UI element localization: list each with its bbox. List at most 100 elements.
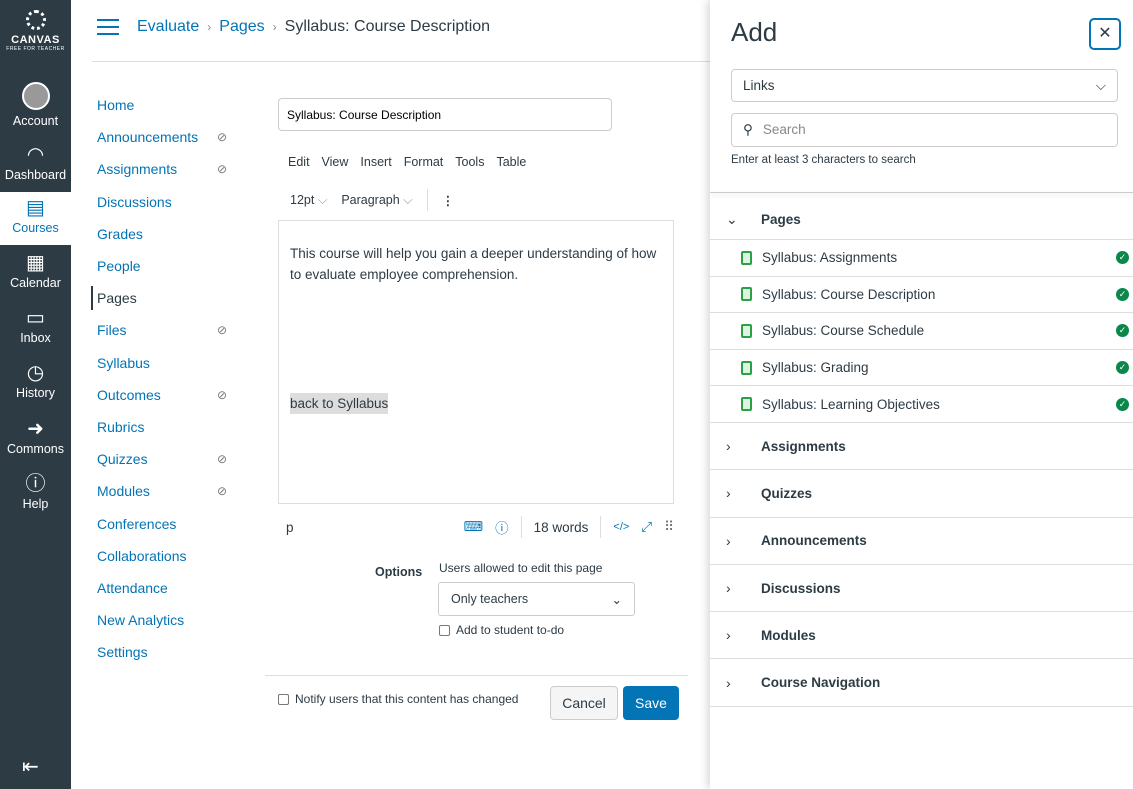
divider <box>426 189 428 211</box>
page-link-item[interactable]: Syllabus: Assignments ✓ <box>710 240 1133 277</box>
save-button[interactable]: Save <box>623 686 679 720</box>
edit-permission-value: Only teachers <box>451 592 529 606</box>
nav-label: Courses <box>12 221 59 235</box>
page-link-item[interactable]: Syllabus: Course Description ✓ <box>710 277 1133 314</box>
menu-insert[interactable]: Insert <box>360 155 392 169</box>
section-announcements[interactable]: › Announcements <box>710 518 1133 565</box>
global-nav-inbox[interactable]: ▭ Inbox <box>0 307 71 345</box>
course-nav-label: Files <box>97 322 127 339</box>
course-nav-home[interactable]: Home <box>97 89 237 121</box>
font-size-dropdown[interactable]: 12pt ⌵ <box>290 193 327 208</box>
editor-body-text: This course will help you gain a deeper … <box>290 246 657 282</box>
menu-tools[interactable]: Tools <box>455 155 485 169</box>
chevron-right-icon: › <box>726 485 731 502</box>
course-navigation: Home Announcements ⊘ Assignments ⊘ Discussion… <box>91 89 237 668</box>
close-tray-button[interactable]: ✕ <box>1089 18 1121 50</box>
course-nav-people[interactable]: People <box>97 250 237 282</box>
chevron-right-icon: › <box>726 580 731 596</box>
document-icon <box>741 397 752 412</box>
more-options-icon[interactable]: ⋮ <box>441 193 455 208</box>
global-nav-history[interactable]: ◷ History <box>0 362 71 400</box>
global-nav-calendar[interactable]: ▦ Calendar <box>0 252 71 290</box>
page-link-item[interactable]: Syllabus: Grading ✓ <box>710 350 1133 387</box>
breadcrumb-course[interactable]: Evaluate <box>137 18 200 35</box>
hamburger-menu-icon[interactable] <box>97 19 119 35</box>
course-nav-syllabus[interactable]: Syllabus <box>97 347 237 379</box>
add-links-tray: Add ✕ Links ⌵ ⚲ Search Enter at least 3 ch… <box>710 0 1133 789</box>
html-editor-toggle[interactable]: </> <box>613 521 630 533</box>
tray-search-input[interactable]: ⚲ Search <box>731 113 1118 147</box>
cancel-button[interactable]: Cancel <box>550 686 618 720</box>
history-icon: ◷ <box>26 362 45 384</box>
course-nav-collaborations[interactable]: Collaborations <box>97 540 237 572</box>
block-format-value: Paragraph <box>341 192 400 207</box>
menu-view[interactable]: View <box>321 155 349 169</box>
accessibility-checker-icon[interactable]: ⓘ <box>495 521 509 536</box>
student-todo-checkbox[interactable]: Add to student to-do <box>439 623 564 637</box>
section-modules[interactable]: › Modules <box>710 612 1133 660</box>
course-nav-discussions[interactable]: Discussions <box>97 186 237 218</box>
nav-label: Calendar <box>10 276 61 290</box>
hidden-eye-icon: ⊘ <box>216 484 227 499</box>
hidden-eye-icon: ⊘ <box>216 452 227 467</box>
keyboard-shortcuts-icon[interactable]: ⌨ <box>463 519 484 534</box>
course-nav-label: Grades <box>97 225 143 242</box>
chevron-down-icon: ⌵ <box>317 192 328 207</box>
global-nav-courses[interactable]: ▤ Courses <box>0 192 71 245</box>
page-link-item[interactable]: Syllabus: Learning Objectives ✓ <box>710 386 1133 423</box>
course-nav-settings[interactable]: Settings <box>97 636 237 668</box>
section-quizzes[interactable]: › Quizzes <box>710 470 1133 518</box>
course-nav-assignments[interactable]: Assignments ⊘ <box>97 153 237 185</box>
section-discussions[interactable]: › Discussions <box>710 565 1133 613</box>
section-label: Pages <box>761 212 801 227</box>
course-nav-rubrics[interactable]: Rubrics <box>97 411 237 443</box>
course-nav-quizzes[interactable]: Quizzes ⊘ <box>97 443 237 475</box>
course-nav-announcements[interactable]: Announcements ⊘ <box>97 121 237 153</box>
nav-label: Commons <box>7 442 64 456</box>
rich-content-editor[interactable]: This course will help you gain a deeper … <box>278 220 674 504</box>
checkbox-label: Notify users that this content has chang… <box>295 692 519 706</box>
search-hint: Enter at least 3 characters to search <box>731 154 916 166</box>
page-link-label: Syllabus: Assignments <box>762 250 898 266</box>
section-label: Assignments <box>761 438 846 454</box>
course-nav-label: Conferences <box>97 515 177 532</box>
course-nav-files[interactable]: Files ⊘ <box>97 314 237 346</box>
edit-permission-label: Users allowed to edit this page <box>439 561 603 575</box>
page-title-input[interactable] <box>278 98 612 131</box>
course-nav-modules[interactable]: Modules ⊘ <box>97 475 237 507</box>
close-icon: ✕ <box>1098 25 1112 42</box>
section-label: Announcements <box>761 533 867 549</box>
section-label: Course Navigation <box>761 675 881 691</box>
course-nav-outcomes[interactable]: Outcomes ⊘ <box>97 379 237 411</box>
global-nav-account[interactable]: Account <box>0 82 71 128</box>
logo-text: CANVAS <box>11 34 60 46</box>
fullscreen-icon[interactable]: ⤢ <box>641 519 653 534</box>
back-to-syllabus-link[interactable]: back to Syllabus <box>290 393 389 414</box>
resize-handle-icon[interactable]: ⠿ <box>664 519 674 534</box>
edit-permission-select[interactable]: Only teachers ⌄ <box>438 582 635 616</box>
chevron-down-icon: ⌵ <box>1095 78 1106 93</box>
chevron-right-icon: › <box>726 674 731 691</box>
section-course-navigation[interactable]: › Course Navigation <box>710 659 1133 707</box>
section-pages[interactable]: ⌄ Pages <box>710 200 1133 240</box>
menu-edit[interactable]: Edit <box>288 155 310 169</box>
course-nav-pages[interactable]: Pages <box>91 282 237 314</box>
notify-users-checkbox[interactable]: Notify users that this content has chang… <box>278 692 518 706</box>
block-format-dropdown[interactable]: Paragraph ⌵ <box>341 193 412 208</box>
menu-table[interactable]: Table <box>496 155 527 169</box>
breadcrumb-pages[interactable]: Pages <box>219 18 265 35</box>
global-nav-dashboard[interactable]: ◠ Dashboard <box>0 144 71 182</box>
global-nav-commons[interactable]: ➜ Commons <box>0 418 71 456</box>
canvas-logo[interactable]: CANVAS FREE FOR TEACHER <box>0 10 71 52</box>
global-nav-help[interactable]: ⓘ Help <box>0 473 71 511</box>
course-nav-conferences[interactable]: Conferences <box>97 507 237 539</box>
content-type-select[interactable]: Links ⌵ <box>731 69 1118 102</box>
menu-format[interactable]: Format <box>403 155 444 169</box>
course-nav-grades[interactable]: Grades <box>97 218 237 250</box>
course-nav-attendance[interactable]: Attendance <box>97 572 237 604</box>
course-nav-new-analytics[interactable]: New Analytics <box>97 604 237 636</box>
page-link-item[interactable]: Syllabus: Course Schedule ✓ <box>710 313 1133 350</box>
help-icon: ⓘ <box>25 473 46 495</box>
section-assignments[interactable]: › Assignments <box>710 423 1133 471</box>
collapse-nav-icon[interactable]: ⇤ <box>22 756 39 778</box>
